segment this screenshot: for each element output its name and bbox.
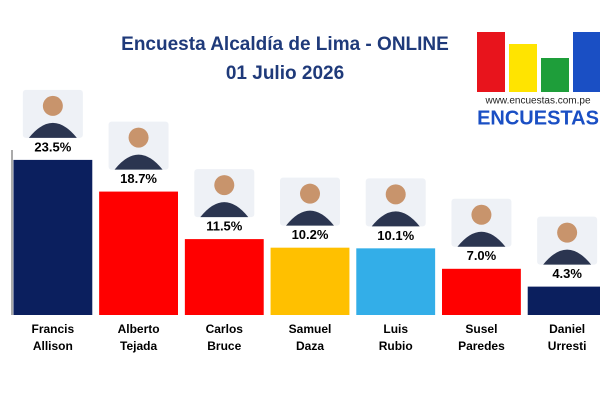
logo-url: www.encuestas.com.pe — [484, 96, 590, 107]
photo-head — [300, 183, 320, 204]
value-label: 4.3% — [552, 266, 582, 281]
photo-head — [557, 222, 578, 243]
logo-block — [541, 58, 569, 92]
x-tick-label: Luis Rubio — [379, 322, 413, 353]
bar — [527, 286, 600, 315]
logo-block — [573, 32, 600, 92]
logo: www.encuestas.com.pe ENCUESTAS — [477, 32, 600, 129]
candidate-photo — [108, 121, 169, 170]
candidate-photo — [22, 89, 83, 138]
x-tick-label: Alberto Tejada — [118, 322, 160, 353]
logo-block — [509, 44, 537, 92]
chart-title: Encuesta Alcaldía de Lima - ONLINE — [121, 34, 449, 55]
photo-head — [214, 175, 235, 196]
photo-head — [385, 184, 406, 205]
photo-head — [42, 95, 63, 116]
photo-body — [457, 231, 506, 247]
photo-body — [200, 202, 249, 218]
candidate-photo — [194, 169, 255, 218]
value-label: 11.5% — [206, 219, 243, 234]
x-tick-label: Carlos Bruce — [206, 322, 244, 353]
x-tick-label: Susel Paredes — [458, 322, 505, 353]
value-label: 23.5% — [34, 139, 71, 154]
logo-block — [477, 32, 505, 92]
candidate-photo — [451, 198, 512, 247]
photo-body — [114, 154, 163, 170]
photo-head — [471, 204, 492, 225]
chart-subtitle: 01 Julio 2026 — [226, 63, 344, 84]
bar — [356, 248, 436, 315]
value-label: 7.0% — [467, 248, 497, 263]
value-label: 10.1% — [377, 228, 414, 243]
value-label: 18.7% — [120, 171, 157, 186]
photo-body — [28, 122, 77, 138]
x-tick-label: Samuel Daza — [289, 322, 332, 353]
bar — [442, 268, 521, 315]
candidate-photo — [280, 177, 340, 226]
candidate-photo — [365, 178, 426, 227]
bar — [99, 191, 178, 315]
photo-body — [286, 210, 334, 226]
bar — [270, 247, 350, 315]
photo-body — [543, 249, 592, 265]
photo-head — [128, 127, 149, 148]
value-label: 10.2% — [292, 227, 329, 242]
logo-name: ENCUESTAS — [477, 107, 599, 129]
x-tick-label: Francis Allison — [32, 322, 75, 353]
x-tick-label: Daniel Urresti — [548, 322, 587, 353]
bar — [184, 239, 264, 315]
candidate-photo — [537, 216, 598, 265]
bar — [13, 159, 93, 315]
photo-body — [371, 211, 420, 227]
